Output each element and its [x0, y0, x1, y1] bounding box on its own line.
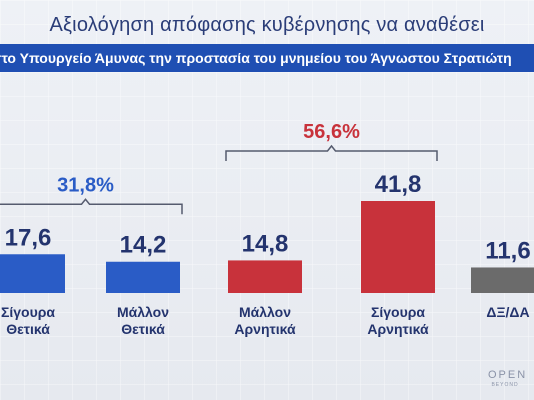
bar-value-label: 41,8 [375, 171, 422, 198]
bar [228, 260, 302, 293]
category-label: Θετικά [6, 321, 50, 337]
group-total-label: 56,6% [303, 121, 360, 143]
brand-logo: OPEN BEYOND [488, 369, 528, 388]
chart-title: Αξιολόγηση απόφασης κυβέρνησης να αναθέσ… [49, 14, 485, 36]
group-bracket [0, 198, 183, 215]
bar-value-label: 14,8 [242, 230, 289, 257]
chart-subtitle: στο Υπουργείο Άμυνας την προστασία του μ… [0, 50, 512, 66]
subtitle-banner: στο Υπουργείο Άμυνας την προστασία του μ… [0, 44, 534, 72]
group-total-label: 31,8% [57, 174, 114, 196]
bar [471, 267, 534, 293]
group-bracket [225, 144, 438, 161]
bar [106, 261, 180, 293]
brand-logo-text: OPEN [488, 369, 528, 381]
category-label: Θετικά [121, 321, 165, 337]
bar [0, 254, 65, 293]
brand-logo-tagline: BEYOND [491, 382, 519, 388]
category-label: Αρνητικά [367, 321, 429, 337]
bar-value-label: 14,2 [120, 232, 167, 259]
category-label: Αρνητικά [234, 321, 296, 337]
category-label: ΔΞ/ΔΑ [486, 304, 529, 320]
bar [361, 201, 435, 293]
category-label: Μάλλον [117, 304, 169, 320]
category-label: Μάλλον [239, 304, 291, 320]
bar-value-label: 17,6 [5, 224, 52, 251]
bar-value-label: 11,6 [485, 237, 530, 264]
category-label: Σίγουρα [1, 304, 55, 320]
category-label: Σίγουρα [371, 304, 425, 320]
